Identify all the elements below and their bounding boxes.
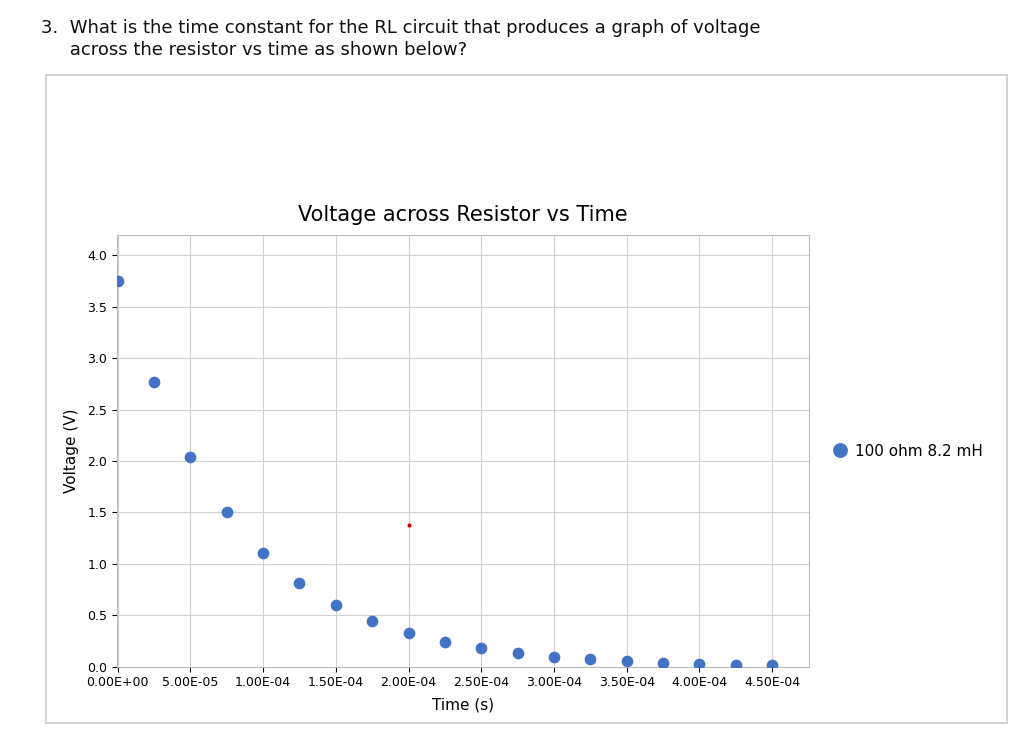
Y-axis label: Voltage (V): Voltage (V) <box>64 408 79 493</box>
Point <box>401 519 417 530</box>
100 ohm 8.2 mH <box>255 547 272 559</box>
100 ohm 8.2 mH <box>364 615 380 627</box>
100 ohm 8.2 mH <box>436 636 453 648</box>
100 ohm 8.2 mH <box>727 659 743 670</box>
100 ohm 8.2 mH <box>618 656 635 668</box>
100 ohm 8.2 mH <box>510 647 526 659</box>
100 ohm 8.2 mH <box>145 376 162 388</box>
100 ohm 8.2 mH <box>182 451 198 463</box>
100 ohm 8.2 mH <box>764 659 780 671</box>
100 ohm 8.2 mH <box>401 627 417 639</box>
X-axis label: Time (s): Time (s) <box>431 698 494 713</box>
100 ohm 8.2 mH <box>582 653 598 665</box>
Text: 3.  What is the time constant for the RL circuit that produces a graph of voltag: 3. What is the time constant for the RL … <box>41 19 760 37</box>
100 ohm 8.2 mH <box>219 507 235 519</box>
100 ohm 8.2 mH <box>110 275 126 287</box>
Text: across the resistor vs time as shown below?: across the resistor vs time as shown bel… <box>41 41 467 59</box>
100 ohm 8.2 mH <box>327 599 344 611</box>
Title: Voltage across Resistor vs Time: Voltage across Resistor vs Time <box>298 205 627 225</box>
100 ohm 8.2 mH <box>655 657 671 669</box>
Legend: 100 ohm 8.2 mH: 100 ohm 8.2 mH <box>837 443 983 459</box>
100 ohm 8.2 mH <box>546 651 562 663</box>
100 ohm 8.2 mH <box>692 658 708 670</box>
100 ohm 8.2 mH <box>291 577 307 589</box>
100 ohm 8.2 mH <box>473 642 489 654</box>
